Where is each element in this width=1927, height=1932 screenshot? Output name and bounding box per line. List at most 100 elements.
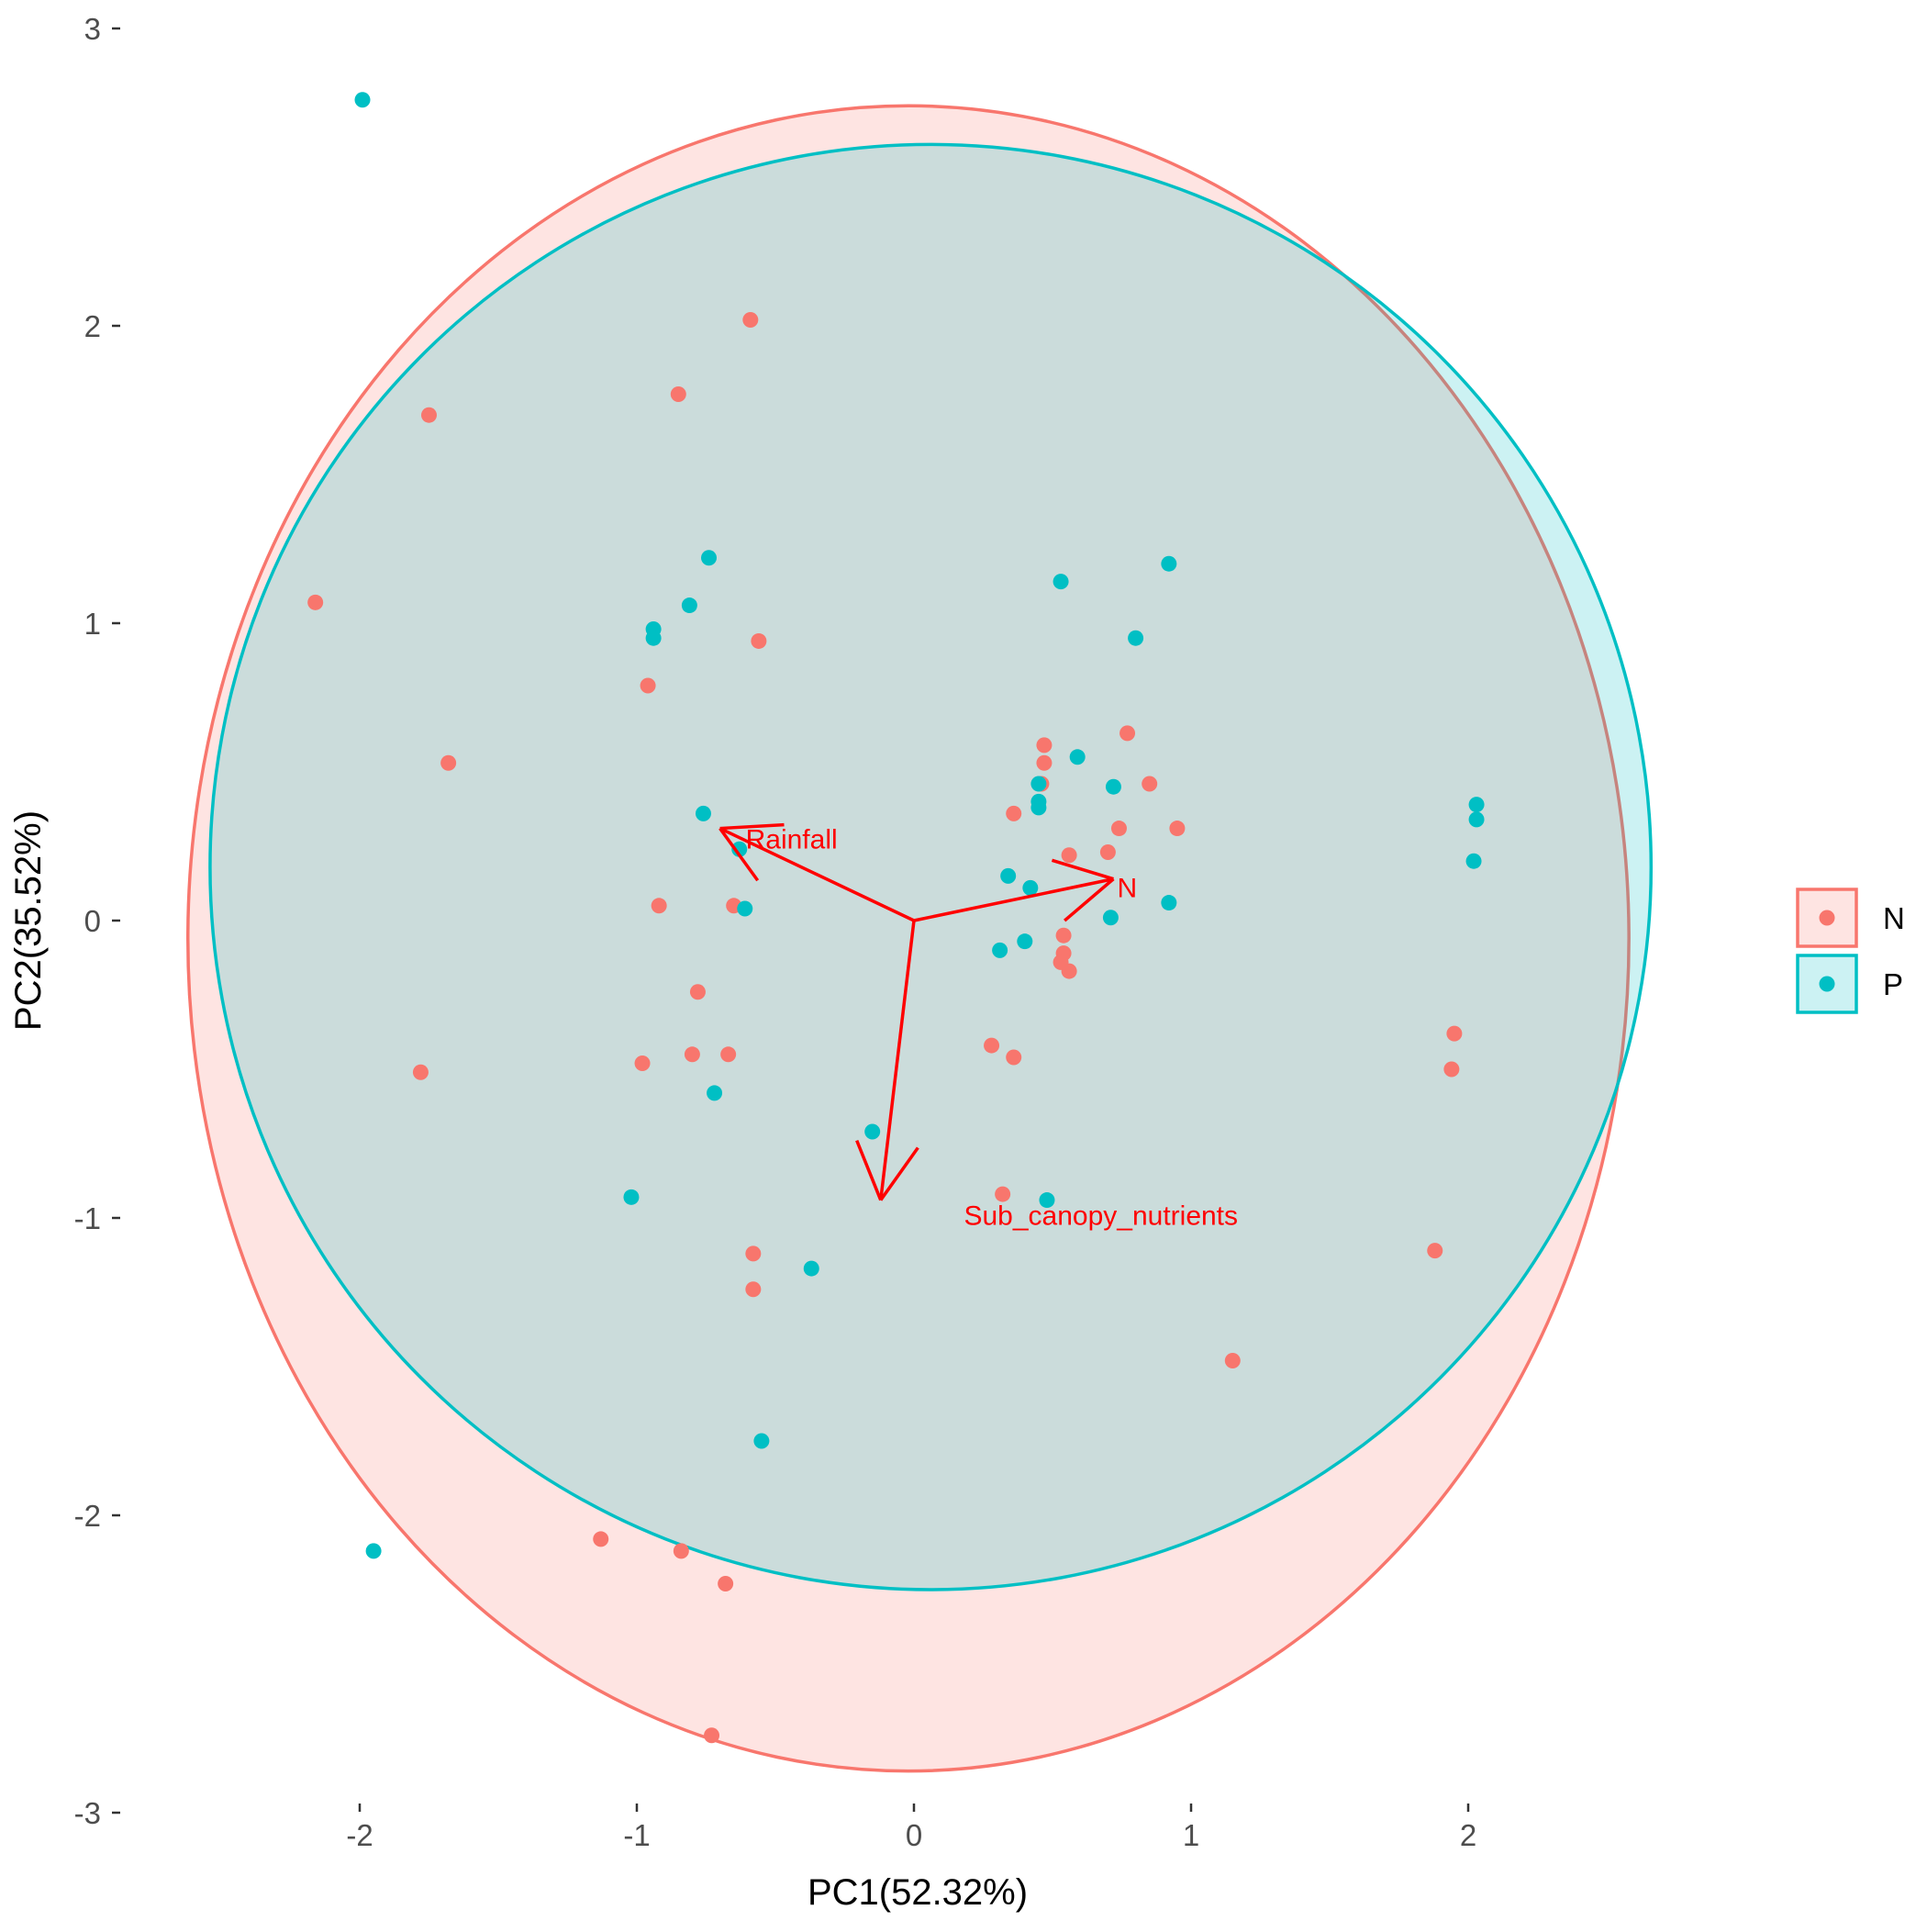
point-N-13: [1110, 821, 1127, 837]
legend-label-P: P: [1883, 967, 1903, 1001]
y-tick-label-1: 1: [84, 607, 101, 641]
point-N-24: [984, 1037, 1000, 1054]
point-P-12: [1105, 778, 1121, 795]
point-P-17: [1022, 879, 1039, 896]
point-P-27: [623, 1189, 640, 1205]
y-tick-label-0: 0: [84, 904, 101, 938]
point-N-31: [1443, 1061, 1460, 1078]
vector-label-N: N: [1117, 874, 1137, 904]
point-P-18: [1102, 910, 1119, 926]
point-N-29: [720, 1046, 737, 1063]
point-P-30: [753, 1433, 770, 1449]
point-N-7: [1036, 737, 1053, 754]
point-N-22: [1061, 963, 1077, 979]
x-axis-title: PC1(52.32%): [808, 1872, 1028, 1913]
vector-arrowhead-Sub_canopy_nutrients-0: [855, 1139, 883, 1201]
x-tick-label-2: 2: [1460, 1818, 1476, 1852]
point-N-28: [684, 1046, 700, 1063]
vector-line-Rainfall: [718, 826, 915, 922]
point-P-2: [681, 597, 697, 614]
point-P-20: [1468, 797, 1485, 813]
point-N-6: [440, 754, 457, 771]
ellipse-P: [208, 142, 1654, 1591]
vector-Sub_canopy_nutrients: Sub_canopy_nutrients: [855, 920, 1238, 1232]
point-N-15: [1061, 847, 1077, 864]
point-P-24: [1017, 933, 1033, 950]
point-P-23: [992, 942, 1008, 958]
point-P-22: [1465, 853, 1482, 869]
vector-Rainfall: Rainfall: [718, 822, 915, 922]
point-P-16: [1000, 867, 1017, 884]
point-P-28: [1039, 1192, 1055, 1209]
point-N-30: [1446, 1025, 1463, 1042]
legend-dot-P: [1819, 976, 1835, 992]
vector-line-N: [913, 877, 1114, 922]
x-tick-label-0: 0: [906, 1818, 922, 1852]
point-N-34: [745, 1281, 762, 1298]
point-P-4: [645, 630, 662, 646]
point-N-36: [1224, 1353, 1241, 1369]
point-N-9: [1119, 725, 1136, 742]
point-N-39: [718, 1576, 734, 1592]
vector-label-Sub_canopy_nutrients: Sub_canopy_nutrients: [964, 1201, 1238, 1232]
point-P-6: [1161, 555, 1177, 572]
vector-arrowhead-Rainfall-1: [718, 827, 760, 882]
point-N-40: [704, 1727, 720, 1744]
point-N-10: [1142, 776, 1158, 792]
point-P-5: [1053, 574, 1069, 590]
x-tick-label-1: 1: [1183, 1818, 1199, 1852]
vector-line-Sub_canopy_nutrients: [879, 920, 916, 1201]
point-P-8: [1069, 749, 1086, 765]
point-P-7: [1128, 630, 1144, 646]
ellipses-layer: [186, 104, 1654, 1773]
y-tick-label--2: -2: [74, 1499, 101, 1533]
point-P-19: [1161, 895, 1177, 911]
point-N-17: [651, 898, 667, 914]
x-tick-label--1: -1: [623, 1818, 650, 1852]
point-P-14: [731, 841, 748, 857]
y-tick-label-3: 3: [84, 12, 101, 46]
point-N-33: [745, 1245, 762, 1262]
legend-item-N: N: [1796, 888, 1905, 948]
point-P-21: [1468, 811, 1485, 828]
y-tick-label--3: -3: [74, 1796, 101, 1830]
legend-label-N: N: [1883, 901, 1905, 935]
point-N-2: [421, 407, 437, 423]
point-P-29: [803, 1260, 819, 1277]
point-N-23: [689, 984, 706, 1000]
point-N-12: [1006, 805, 1022, 821]
point-P-11: [1030, 799, 1047, 816]
vector-arrowhead-N-0: [1064, 877, 1115, 922]
legend-dot-N: [1819, 910, 1835, 926]
point-P-9: [1030, 776, 1047, 792]
point-N-4: [751, 632, 767, 649]
point-N-37: [593, 1531, 609, 1547]
point-P-13: [695, 805, 711, 821]
point-N-35: [1427, 1243, 1443, 1259]
y-tick-label--1: -1: [74, 1201, 101, 1235]
vector-arrowhead-Rainfall-0: [719, 822, 785, 831]
point-N-27: [634, 1055, 651, 1072]
points-layer: [307, 92, 1485, 1744]
point-P-31: [365, 1543, 382, 1559]
point-N-8: [1036, 754, 1053, 771]
point-N-26: [412, 1064, 429, 1080]
point-N-14: [1169, 821, 1186, 837]
vector-label-Rainfall: Rainfall: [746, 825, 838, 855]
point-N-16: [1099, 843, 1116, 860]
vector-N: N: [913, 858, 1137, 922]
point-P-25: [707, 1085, 723, 1101]
point-P-1: [701, 550, 718, 566]
x-tick-label--2: -2: [346, 1818, 373, 1852]
vectors-layer: Rainfall N Sub_canopy_nutrients: [718, 822, 1238, 1232]
point-P-15: [737, 900, 753, 917]
y-tick-label-2: 2: [84, 309, 101, 343]
vector-arrowhead-Sub_canopy_nutrients-1: [879, 1146, 919, 1201]
point-P-26: [864, 1123, 881, 1140]
point-N-19: [1055, 927, 1072, 944]
ellipse-N: [186, 104, 1631, 1773]
vector-arrowhead-N-1: [1051, 858, 1114, 881]
point-N-5: [640, 677, 656, 694]
